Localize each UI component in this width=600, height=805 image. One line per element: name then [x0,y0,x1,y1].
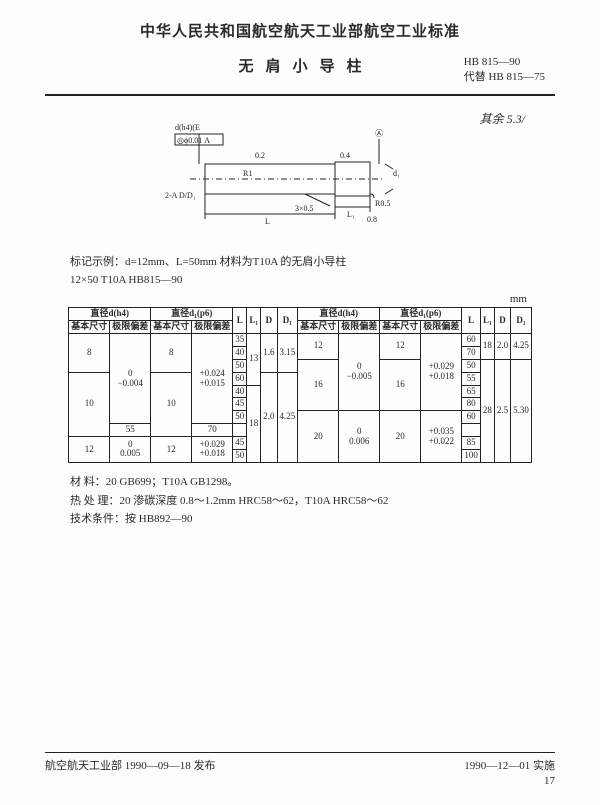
dimension-table: 直径d(h4) 直径d₁(p6) L L₁ D D₁ 直径d(h4) 直径d₁(… [68,307,532,463]
svg-text:L: L [265,217,270,226]
svg-text:2-A D/D₁: 2-A D/D₁ [165,191,196,200]
page-number: 17 [45,775,555,787]
technical-diagram: 其余 5.3/ [45,106,555,246]
svg-text:0.2: 0.2 [255,151,265,160]
surface-note: 其余 5.3/ [480,110,525,127]
svg-text:0.4: 0.4 [340,151,350,160]
standard-code: HB 815—90 [464,55,545,70]
diagram-svg: d(h4)(E ◎ϕ0.01 A 2-A D/D₁ 0.2 0.4 Ⓐ d₁ R… [135,114,435,244]
issue-date: 航空航天工业部 1990—09—18 发布 [45,757,216,773]
replace-code: 代替 HB 815—75 [464,70,545,85]
effective-date: 1990—12—01 实施 [464,757,555,773]
svg-text:R1: R1 [243,169,252,178]
svg-text:d(h4)(E: d(h4)(E [175,123,200,132]
marking-example: 标记示例：d=12mm、L=50mm 材料为T10A 的无肩小导柱 12×50 … [70,254,555,289]
main-title: 中华人民共和国航空航天工业部航空工业标准 [45,20,555,41]
svg-text:d₁: d₁ [393,169,400,178]
unit-label: mm [45,293,555,305]
marking-line2: 12×50 T10A HB815—90 [70,272,555,290]
marking-line1: 标记示例：d=12mm、L=50mm 材料为T10A 的无肩小导柱 [70,254,555,272]
divider [45,94,555,96]
svg-text:0.8: 0.8 [367,215,377,224]
svg-text:L₁: L₁ [347,210,355,219]
footer-divider [45,752,555,753]
svg-text:3×0.5: 3×0.5 [295,204,314,213]
sub-title: 无肩小导柱 [226,55,373,76]
svg-text:Ⓐ: Ⓐ [375,129,383,138]
material-notes: 材 料：20 GB699；T10A GB1298。 热 处 理：20 渗碳深度 … [70,473,555,529]
svg-text:R0.5: R0.5 [375,199,390,208]
svg-text:◎ϕ0.01 A: ◎ϕ0.01 A [177,136,210,145]
